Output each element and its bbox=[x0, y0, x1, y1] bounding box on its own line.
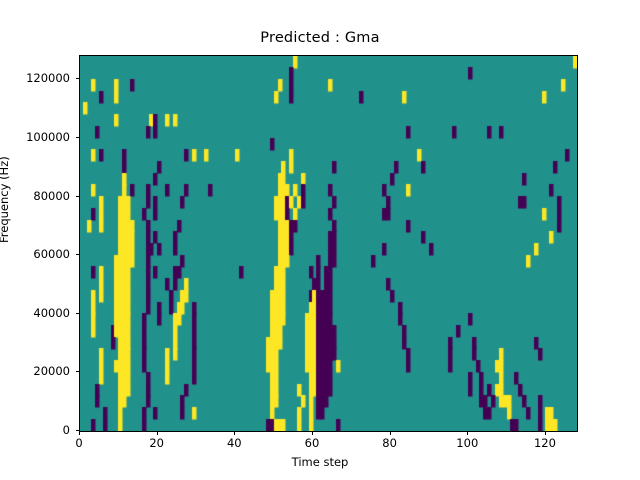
y-tick-mark bbox=[75, 137, 79, 139]
x-axis-label: Time step bbox=[291, 455, 349, 469]
y-tick-label: 0 bbox=[62, 423, 70, 437]
x-tick-mark bbox=[389, 431, 391, 435]
y-tick-label: 120000 bbox=[26, 71, 70, 86]
y-tick-mark bbox=[75, 195, 79, 197]
x-tick-mark bbox=[79, 431, 80, 435]
y-tick-label: 60000 bbox=[33, 247, 70, 262]
y-tick-label: 40000 bbox=[33, 305, 70, 320]
x-tick-label: 100 bbox=[456, 436, 479, 450]
x-tick-label: 20 bbox=[149, 436, 164, 450]
x-tick-mark bbox=[311, 431, 313, 435]
x-tick-mark bbox=[234, 431, 236, 435]
x-tick-mark bbox=[156, 431, 158, 435]
x-tick-mark bbox=[467, 431, 469, 435]
y-tick-mark bbox=[75, 371, 79, 373]
x-tick-label: 120 bbox=[533, 436, 556, 450]
y-tick-mark bbox=[75, 254, 79, 256]
y-tick-label: 20000 bbox=[33, 364, 70, 379]
heatmap-mesh bbox=[80, 56, 577, 431]
y-tick-label: 100000 bbox=[26, 130, 70, 145]
x-tick-mark bbox=[544, 431, 546, 435]
y-tick-mark bbox=[75, 430, 79, 431]
x-tick-label: 60 bbox=[304, 436, 320, 450]
y-tick-label: 80000 bbox=[33, 188, 70, 203]
y-tick-mark bbox=[75, 312, 79, 314]
x-tick-label: 0 bbox=[75, 436, 83, 450]
x-tick-label: 80 bbox=[382, 436, 397, 450]
y-axis-label: Frequency (Hz) bbox=[0, 156, 11, 243]
chart-title: Predicted : Gma bbox=[260, 30, 380, 46]
y-tick-mark bbox=[75, 78, 79, 80]
x-tick-label: 40 bbox=[226, 436, 242, 450]
heatmap-axes bbox=[79, 55, 578, 432]
